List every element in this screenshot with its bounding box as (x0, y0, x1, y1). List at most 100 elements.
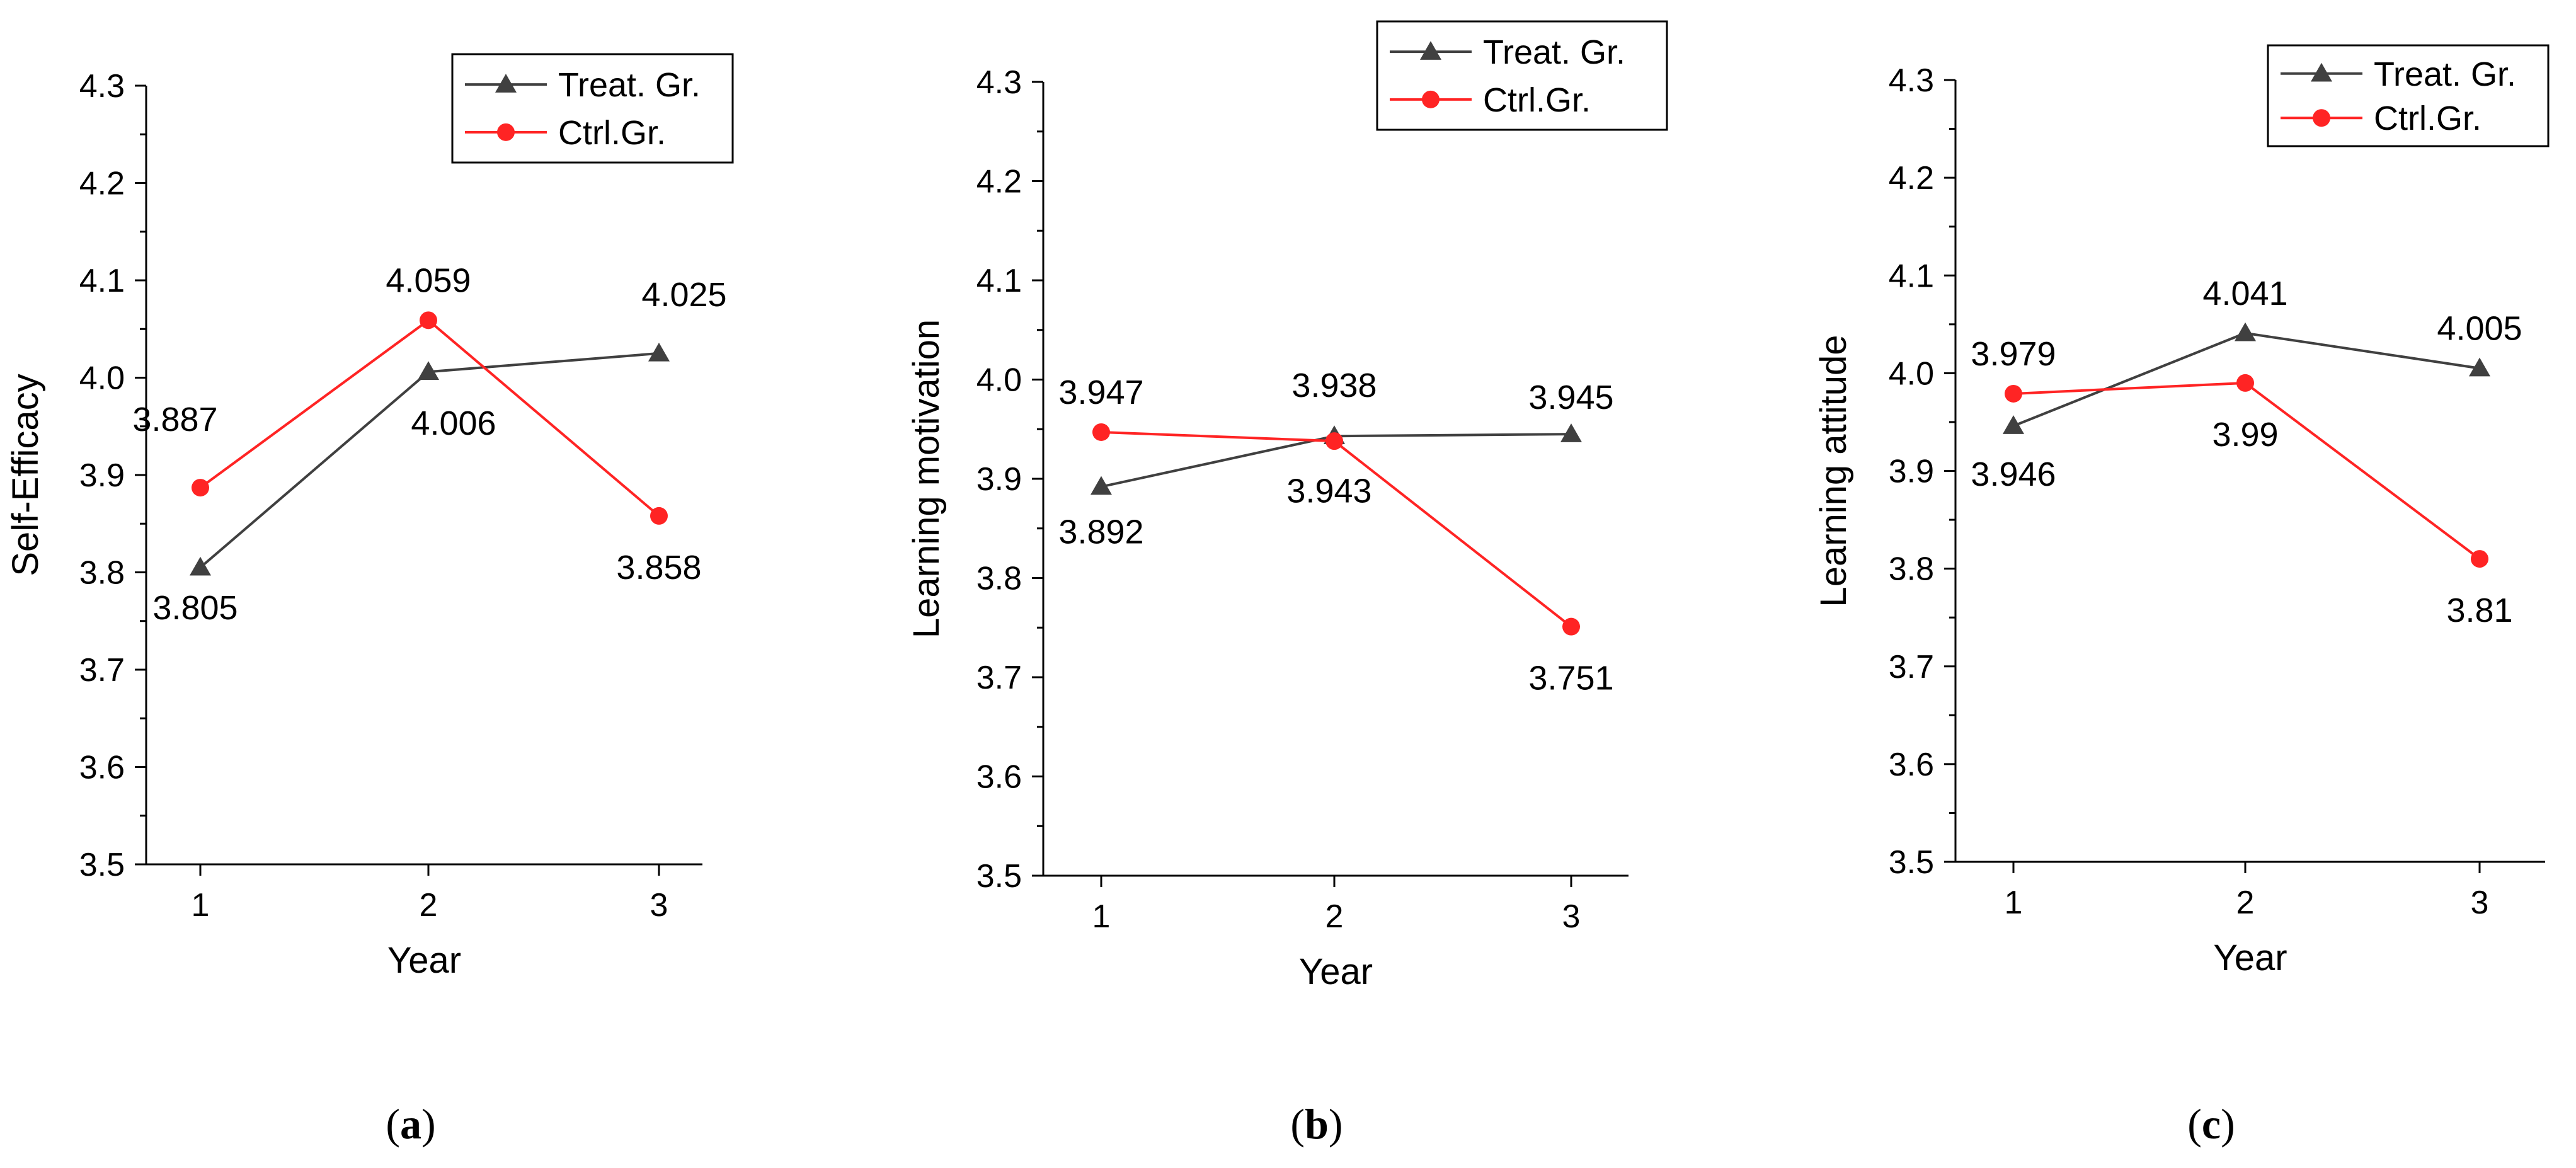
data-label: 3.979 (1971, 335, 2056, 373)
x-tick-label: 1 (2005, 885, 2023, 921)
y-tick-label: 4.1 (976, 263, 1022, 299)
y-tick-label: 4.2 (1889, 160, 1934, 197)
data-label: 3.947 (1058, 374, 1143, 411)
y-tick-label: 3.8 (1889, 551, 1934, 588)
data-point-triangle (1091, 476, 1112, 495)
data-point-circle (420, 311, 437, 329)
y-tick-label: 3.8 (79, 555, 125, 592)
y-tick-label: 4.0 (976, 362, 1022, 399)
data-label: 3.938 (1291, 367, 1377, 404)
legend-marker-triangle (2311, 62, 2332, 82)
y-tick-label: 3.6 (976, 759, 1022, 796)
y-tick-label: 3.5 (1889, 844, 1934, 881)
series-line (199, 352, 660, 569)
data-point-circle (1325, 432, 1343, 450)
x-axis-title: Year (1299, 951, 1373, 992)
x-tick-label: 3 (650, 887, 668, 924)
legend-marker-circle (1422, 90, 1440, 108)
y-tick-label: 3.7 (79, 652, 125, 689)
x-axis-title: Year (387, 940, 461, 981)
legend-label: Treat. Gr. (1483, 33, 1625, 71)
legend-marker-circle (497, 123, 515, 141)
series-treat: 3.805 4.006 4.025 (152, 276, 726, 627)
legend-label: Ctrl.Gr. (2374, 100, 2482, 137)
data-point-circle (192, 479, 209, 497)
series-treat: 3.892 3.943 3.945 (1058, 379, 1613, 551)
caption-c: (c) (2187, 1100, 2235, 1148)
data-point-triangle (1560, 423, 1582, 442)
chart-panel-b: 3.5 3.6 3.7 3.8 3.9 4.0 4.1 4.2 4.3 1 2 3 Year Learni… (906, 20, 1668, 992)
y-tick-label: 3.7 (976, 660, 1022, 696)
data-label: 3.945 (1528, 379, 1613, 416)
y-tick-label: 3.8 (976, 561, 1022, 597)
y-tick-label: 3.9 (1889, 454, 1934, 490)
data-point-triangle (190, 556, 211, 576)
data-point-circle (650, 507, 668, 525)
data-label: 3.751 (1528, 660, 1613, 697)
y-tick-label: 4.3 (79, 68, 125, 105)
x-tick-label: 2 (420, 887, 438, 924)
data-point-triangle (2003, 415, 2024, 434)
legend-label: Treat. Gr. (2374, 55, 2516, 93)
x-tick-label: 3 (1562, 898, 1581, 935)
x-tick-label: 3 (2471, 885, 2489, 921)
data-label: 4.041 (2202, 275, 2287, 312)
caption-b: (b) (1290, 1100, 1343, 1148)
data-label: 3.99 (2212, 416, 2278, 454)
y-tick-label: 4.2 (79, 166, 125, 202)
data-label: 4.005 (2437, 310, 2522, 348)
series-ctrl: 3.947 3.938 3.751 (1058, 367, 1613, 697)
chart-panel-c: 3.5 3.6 3.7 3.8 3.9 4.0 4.1 4.2 4.3 1 2 3 Year Learni… (1813, 44, 2550, 978)
data-point-circle (2005, 384, 2022, 403)
y-tick-label: 4.0 (79, 360, 125, 397)
caption-a: (a) (386, 1100, 436, 1148)
data-point-circle (1562, 617, 1580, 636)
series-treat: 3.946 4.041 4.005 (1971, 275, 2522, 493)
y-tick-label: 4.2 (976, 164, 1022, 200)
legend: Treat. Gr. Ctrl.Gr. (451, 53, 734, 164)
data-point-triangle (2469, 357, 2490, 377)
y-tick-label: 3.7 (1889, 649, 1934, 685)
data-label: 4.006 (411, 404, 496, 442)
y-tick-label: 3.9 (976, 461, 1022, 498)
caption-letter-b: b (1305, 1100, 1329, 1148)
y-tick-label: 4.1 (1889, 258, 1934, 294)
data-label: 3.943 (1286, 472, 1371, 510)
x-tick-label: 2 (2236, 885, 2255, 921)
data-point-triangle (648, 342, 670, 362)
data-point-circle (1092, 423, 1110, 441)
data-label: 3.892 (1058, 513, 1143, 551)
caption-letter-a: a (400, 1100, 421, 1148)
y-tick-label: 3.5 (976, 858, 1022, 895)
legend-label: Treat. Gr. (558, 66, 701, 104)
data-label: 3.946 (1971, 455, 2056, 493)
y-tick-label: 3.6 (79, 750, 125, 786)
y-tick-label: 4.0 (1889, 355, 1934, 392)
data-point-circle (2236, 374, 2254, 392)
y-tick-label: 3.5 (79, 847, 125, 883)
legend: Treat. Gr. Ctrl.Gr. (2267, 44, 2550, 147)
y-tick-label: 4.3 (976, 64, 1022, 101)
data-label: 3.858 (616, 549, 701, 587)
legend-box (451, 53, 734, 164)
x-axis-title: Year (2213, 937, 2287, 978)
data-label: 4.025 (641, 276, 726, 314)
y-tick-label: 4.3 (1889, 62, 1934, 99)
series-ctrl: 3.887 4.059 3.858 (132, 261, 701, 587)
data-label: 4.059 (386, 261, 471, 299)
y-axis-title: Learning attitude (1813, 335, 1854, 607)
series-line (2013, 381, 2481, 560)
data-point-triangle (2235, 322, 2256, 341)
series-ctrl: 3.979 3.99 3.81 (1971, 335, 2512, 629)
legend-marker-triangle (495, 74, 517, 93)
chart-panel-a: 3.5 3.6 3.7 3.8 3.9 4.0 4.1 4.2 4.3 1 2 3 Year Self-E… (5, 53, 734, 981)
y-tick-label: 3.9 (79, 457, 125, 494)
legend-label: Ctrl.Gr. (1483, 81, 1591, 119)
y-axis-title: Self-Efficacy (5, 374, 46, 576)
x-tick-label: 1 (192, 887, 210, 924)
data-point-circle (2471, 550, 2488, 568)
data-point-triangle (418, 361, 439, 380)
legend-box (1376, 20, 1668, 131)
y-tick-label: 4.1 (79, 263, 125, 299)
